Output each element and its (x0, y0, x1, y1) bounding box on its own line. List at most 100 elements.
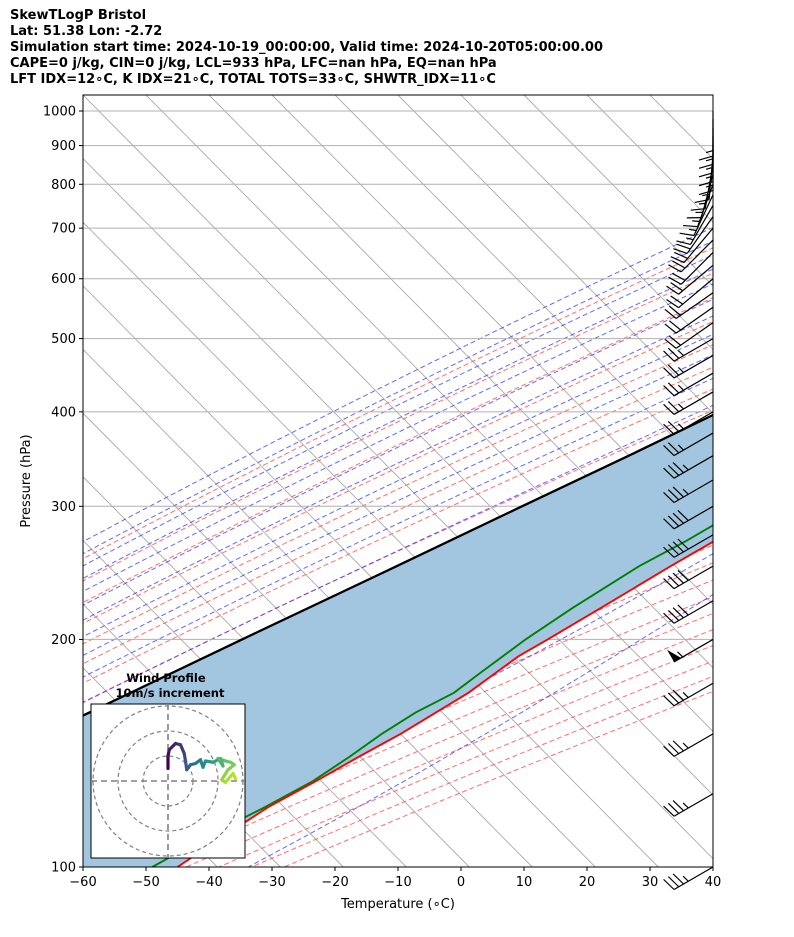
wind-barb (663, 391, 714, 415)
y-tick-label: 700 (51, 222, 76, 237)
y-tick-label: 100 (51, 861, 76, 876)
wind-barb-flag (667, 575, 680, 587)
wind-barb-staff (693, 194, 714, 236)
wind-barb-flag (668, 264, 682, 273)
x-tick-label: 40 (705, 875, 722, 890)
hodograph-title: Wind Profile (126, 671, 206, 685)
wind-barb-flag (663, 546, 675, 558)
wind-barb-flag (666, 299, 679, 309)
x-tick-label: −10 (384, 875, 411, 890)
wind-barb-staff (678, 278, 714, 309)
wind-barb (663, 372, 714, 397)
parcel-profile-line (83, 413, 713, 717)
wind-barb (663, 866, 714, 891)
wind-barb-staff (673, 411, 714, 435)
wind-barb-half-flag (682, 802, 689, 809)
hodograph-trace-segment (223, 771, 235, 784)
wind-barb-staff (673, 432, 714, 457)
wind-barb (663, 338, 714, 362)
pressure-grid (83, 110, 713, 868)
wind-barb-flag (663, 403, 675, 415)
wind-barb-staff (675, 322, 714, 349)
wind-barb-half-flag (705, 175, 714, 179)
y-tick-label: 1000 (43, 105, 76, 120)
dry-adiabat-line (83, 272, 713, 582)
wind-barb-flag (677, 538, 689, 550)
wind-barb-staff (683, 227, 714, 263)
dry-adiabat-line (83, 247, 713, 560)
wind-barb-flag (672, 541, 684, 553)
moist-adiabat-line (83, 404, 713, 704)
wind-barb-flag (690, 208, 706, 211)
wind-barb (663, 600, 714, 624)
wind-barb (668, 252, 714, 285)
wind-barb-flag (663, 612, 675, 624)
wind-barb-flag (679, 232, 695, 237)
wind-barb (679, 194, 714, 237)
wind-barb (666, 264, 714, 295)
wind-barb (663, 455, 714, 479)
wind-barb-half-flag (686, 237, 694, 241)
wind-barb (663, 432, 714, 457)
isotherm-line (83, 221, 713, 860)
wind-barb-flag (663, 423, 675, 435)
wind-barb (663, 411, 714, 435)
wind-barb-staff (686, 216, 714, 254)
wind-barb-staff (673, 338, 714, 362)
wind-barb-flag (698, 155, 714, 161)
wind-barb-flag (663, 878, 675, 890)
wind-barb-flag (663, 518, 675, 530)
wind-barb-flag (670, 282, 684, 292)
x-tick-label: 20 (579, 875, 596, 890)
wind-barb-staff (680, 239, 714, 273)
wind-barb-staff (689, 205, 714, 245)
isotherm-line (83, 95, 713, 733)
wind-barb-flag (667, 802, 680, 814)
wind-barb (670, 227, 714, 264)
wind-barb-flag (677, 509, 689, 521)
wind-barb-flag (664, 308, 677, 319)
moist-adiabat-line (83, 226, 713, 543)
wind-barb-flag (698, 181, 714, 187)
isotherm-line (83, 157, 713, 796)
wind-barb-half-flag (705, 158, 714, 162)
chart-title-stability: CAPE=0 j/kg, CIN=0 j/kg, LCL=933 hPa, LF… (10, 56, 497, 71)
wind-barb-flag (672, 607, 684, 619)
x-tick-label: −20 (321, 875, 348, 890)
x-tick-label: 0 (457, 875, 465, 890)
wind-barb (667, 638, 714, 663)
wind-barb-flag (668, 320, 682, 331)
wind-barb-half-flag (682, 464, 689, 471)
isotherm-line (145, 95, 713, 669)
wind-barb-flag (668, 305, 682, 316)
isotherm-line (523, 95, 713, 287)
dewpoint-line (151, 524, 713, 867)
wind-barb-flag (668, 335, 682, 346)
chart-title-location: Lat: 51.38 Lon: -2.72 (10, 24, 163, 39)
wind-barb-flag (677, 569, 689, 581)
isotherm-line (712, 95, 713, 96)
wind-barb (663, 354, 714, 379)
wind-barb-half-flag (682, 692, 689, 698)
y-tick-label: 200 (51, 633, 76, 648)
wind-barb-staff (673, 455, 714, 479)
wind-barb-flag (672, 462, 684, 474)
wind-barb-flag (672, 512, 684, 524)
wind-barb-staff (675, 292, 714, 320)
wind-barb-staff (673, 682, 714, 707)
wind-barb-flag (663, 444, 675, 456)
wind-barb-staff (673, 733, 714, 757)
wind-barb-flag (667, 544, 680, 556)
wind-barb-flag (663, 385, 675, 397)
wind-barb-flag (667, 364, 680, 376)
wind-barb-flag (663, 467, 675, 479)
wind-barb-flag (670, 295, 684, 305)
wind-barb-flag (683, 224, 698, 228)
wind-barb-flag (676, 243, 691, 250)
wind-barb-flag (670, 256, 685, 264)
wind-barb-flag (667, 382, 680, 394)
wind-barb-flag (698, 172, 714, 178)
wind-barb (698, 119, 714, 169)
wind-barb-half-flag (682, 742, 689, 749)
